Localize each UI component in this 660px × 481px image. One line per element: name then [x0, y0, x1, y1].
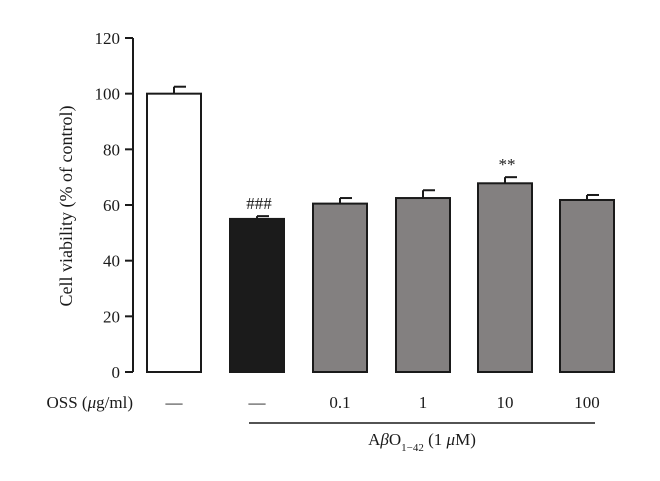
x-tick-label: 10 [497, 393, 514, 412]
x-tick-label: 1 [419, 393, 428, 412]
bar [395, 197, 451, 373]
y-tick-label: 100 [95, 85, 121, 104]
y-axis-label: Cell viability (% of control) [56, 106, 77, 307]
y-tick-label: 20 [103, 307, 120, 326]
bar [559, 198, 615, 373]
significance-annotation: ### [246, 194, 272, 213]
bar [477, 182, 533, 373]
x-tick-label: 0.1 [329, 393, 350, 412]
x-row-label: OSS (μg/ml) [47, 393, 134, 412]
x-tick-label: — [248, 393, 267, 412]
y-tick-label: 0 [112, 363, 121, 382]
x-tick-label: 100 [574, 393, 600, 412]
bar [312, 202, 368, 373]
bars: ### ** [146, 85, 615, 374]
x-tick-label: — [165, 393, 184, 412]
treatment-bracket: AβO1−42 (1 μM) [249, 422, 595, 454]
bar [146, 92, 202, 374]
bracket-label: AβO1−42 (1 μM) [368, 430, 476, 454]
significance-annotation: ** [499, 155, 516, 174]
y-tick-label: 40 [103, 252, 120, 271]
y-tick-label: 120 [95, 29, 121, 48]
y-tick-label: 60 [103, 196, 120, 215]
y-tick-label: 80 [103, 140, 120, 159]
bar [229, 217, 285, 373]
y-axis: 0 20 40 60 80 100 120 [95, 29, 134, 382]
x-labels: — — 0.1 1 10 100 [165, 393, 600, 412]
